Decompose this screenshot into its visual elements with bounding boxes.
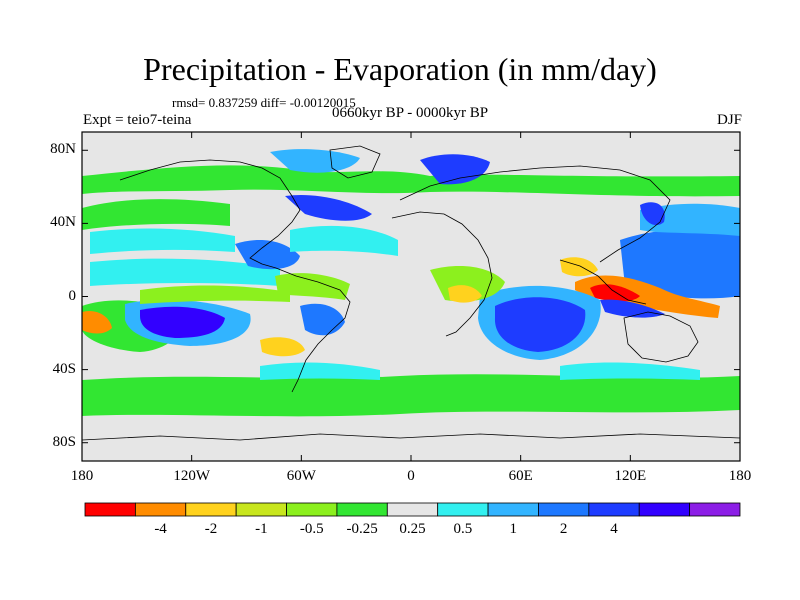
maritime-red: [590, 284, 640, 302]
colorbar-swatch: [134, 502, 187, 517]
nordic-blue: [420, 154, 490, 185]
greenland-coast: [329, 145, 381, 179]
map-panel: [81, 131, 741, 462]
southern-cyan-1: [260, 362, 380, 380]
australia-coast: [623, 311, 699, 363]
colorbar-swatch: [487, 502, 539, 517]
colorbar-label: -0.5: [299, 521, 324, 537]
south-america-blue: [300, 303, 345, 336]
colorbar-swatch: [286, 502, 338, 517]
period-text: 0660kyr BP - 0000kyr BP: [331, 105, 489, 121]
northern-green-belt: [82, 165, 740, 197]
equatorial-pacific-green: [140, 285, 290, 304]
anomaly-field: [82, 149, 740, 417]
y-tick-label: 80S: [52, 433, 76, 450]
colorbar-swatch: [185, 502, 237, 517]
x-tick-label: 60E: [508, 468, 533, 484]
north-america-coast: [119, 159, 301, 269]
south-america-coast: [275, 267, 351, 393]
pacific-yellow: [260, 337, 305, 357]
colorbar-label: 1: [509, 521, 518, 537]
gulf-stream-blue: [285, 194, 372, 221]
africa-orange: [448, 285, 482, 303]
south-pacific-orange: [82, 310, 112, 334]
x-tick-label: 60W: [286, 468, 316, 484]
north-pacific-blue: [270, 149, 360, 173]
colorbar-label: -1: [255, 521, 268, 537]
colorbar-label: -0.25: [346, 521, 378, 537]
colorbar: [84, 502, 741, 517]
stats-text: rmsd= 0.837259 diff= -0.00120015: [172, 95, 356, 110]
colorbar-swatch: [437, 502, 489, 517]
colorbar-label: -4: [154, 521, 167, 537]
colorbar-swatch: [689, 502, 741, 517]
colorbar-swatch: [386, 502, 439, 517]
southern-green-belt: [82, 374, 740, 417]
japan-blue: [640, 202, 665, 226]
north-pacific-band: [82, 199, 230, 230]
north-atlantic-cyan: [290, 225, 398, 256]
coastlines: [81, 145, 741, 441]
colorbar-label: 4: [610, 521, 618, 537]
y-tick-label: 40N: [50, 214, 76, 231]
colorbar-swatch: [235, 502, 287, 517]
x-tick-label: 180: [728, 468, 752, 484]
colorbar-swatch: [638, 502, 691, 517]
europe-asia-coast: [399, 165, 671, 263]
axis-ticks: [81, 132, 741, 461]
nw-pacific-blue: [620, 229, 740, 299]
southeast-asia-coast: [559, 259, 647, 305]
colorbar-label: 0.5: [453, 521, 473, 537]
y-tick-label: 40S: [52, 360, 76, 377]
x-tick-label: 120W: [173, 468, 210, 484]
south-pacific-blue: [140, 306, 225, 338]
africa-green: [430, 266, 505, 302]
colorbar-label: 2: [559, 521, 568, 537]
east-asia-yellow: [560, 257, 598, 277]
colorbar-swatch: [336, 502, 388, 517]
y-tick-label: 0: [68, 287, 77, 304]
equatorial-pacific-cyan: [90, 258, 280, 286]
colorbar-swatch: [84, 502, 136, 517]
colorbar-swatch: [538, 502, 590, 517]
maritime-blue: [600, 299, 665, 318]
antarctica-coast: [81, 433, 741, 441]
x-tick-label: 120E: [614, 468, 647, 484]
colorbar-label: -2: [204, 521, 218, 537]
caribbean-blue: [235, 240, 300, 270]
map-title: Precipitation - Evaporation (in mm/day): [143, 51, 657, 87]
season-label: DJF: [716, 112, 742, 128]
x-tick-label: 180: [70, 468, 94, 484]
north-pacific-cyan: [90, 228, 235, 254]
y-tick-label: 80N: [50, 141, 76, 158]
indian-ocean-blue: [494, 297, 586, 352]
africa-coast: [391, 211, 493, 337]
colorbar-swatch: [588, 502, 640, 517]
x-tick-label: 0: [407, 468, 415, 484]
experiment-label: Expt = teio7-teina: [83, 112, 192, 128]
southern-cyan-2: [560, 362, 700, 380]
colorbar-label: 0.25: [399, 521, 426, 537]
south-america-green: [275, 273, 350, 300]
